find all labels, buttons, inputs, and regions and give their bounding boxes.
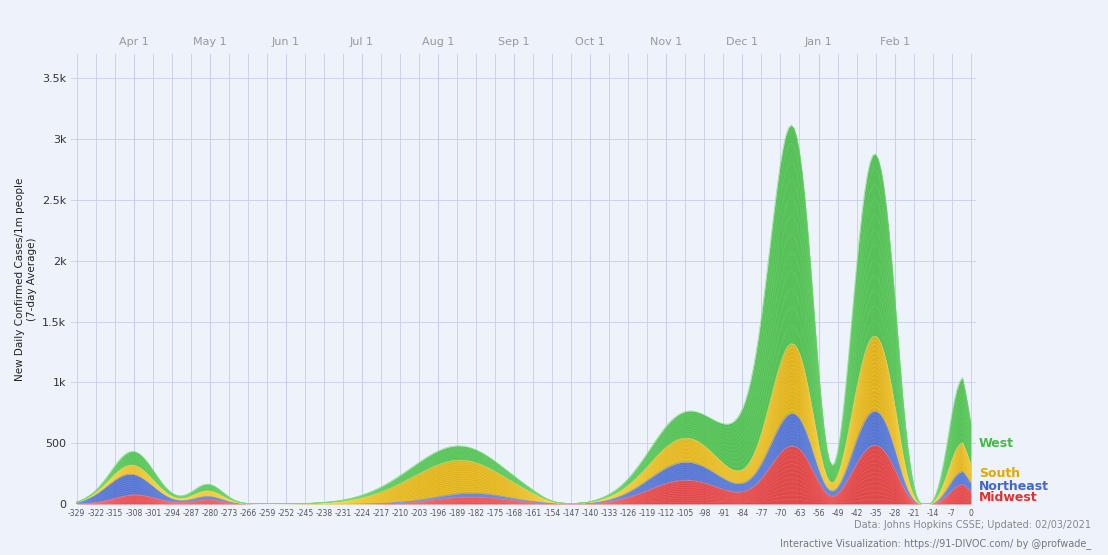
Text: Northeast: Northeast — [978, 481, 1049, 493]
Text: Sep 1: Sep 1 — [499, 37, 530, 47]
Text: Interactive Visualization: https://91-DIVOC.com/ by @profwade_: Interactive Visualization: https://91-DI… — [780, 538, 1091, 549]
Text: West: West — [978, 437, 1014, 450]
Text: Nov 1: Nov 1 — [650, 37, 683, 47]
Text: Midwest: Midwest — [978, 491, 1037, 504]
Text: Data: Johns Hopkins CSSE; Updated: 02/03/2021: Data: Johns Hopkins CSSE; Updated: 02/03… — [854, 520, 1091, 530]
Text: Feb 1: Feb 1 — [880, 37, 910, 47]
Text: Aug 1: Aug 1 — [422, 37, 454, 47]
Text: South: South — [978, 467, 1020, 480]
Text: Apr 1: Apr 1 — [119, 37, 148, 47]
Y-axis label: New Daily Confirmed Cases/1m people
(7-day Average): New Daily Confirmed Cases/1m people (7-d… — [16, 178, 37, 381]
Text: Dec 1: Dec 1 — [727, 37, 758, 47]
Text: Oct 1: Oct 1 — [575, 37, 605, 47]
Text: Jun 1: Jun 1 — [271, 37, 300, 47]
Text: Jul 1: Jul 1 — [350, 37, 375, 47]
Text: May 1: May 1 — [193, 37, 227, 47]
Text: Jan 1: Jan 1 — [804, 37, 832, 47]
